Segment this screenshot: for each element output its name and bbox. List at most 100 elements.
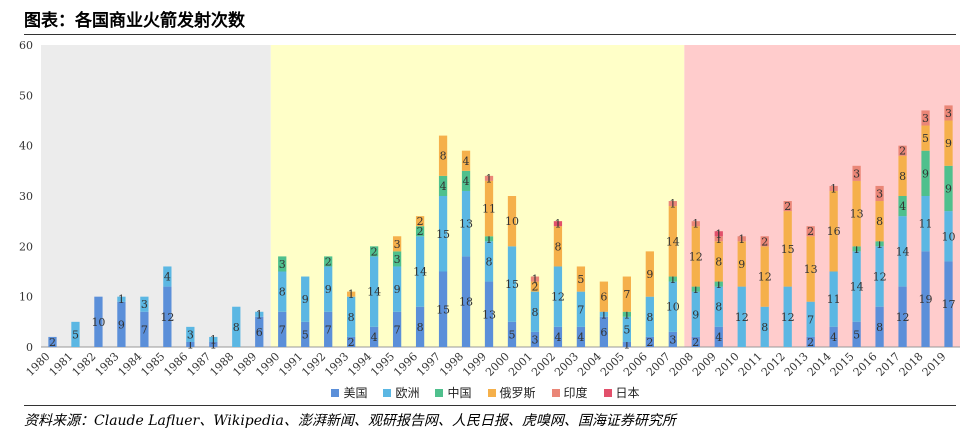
bar-label-2009-美国: 4 xyxy=(715,331,722,344)
bar-1984-欧洲 xyxy=(140,296,149,312)
bar-label-2002-欧洲: 12 xyxy=(551,291,565,304)
bar-2002-日本 xyxy=(553,221,563,227)
bar-label-2000-欧洲: 15 xyxy=(505,278,519,291)
bar-2019-俄罗斯 xyxy=(944,120,953,166)
bar-1984-美国 xyxy=(140,311,149,347)
bar-2001-俄罗斯 xyxy=(530,281,540,292)
bar-label-2004-俄罗斯: 6 xyxy=(600,291,607,304)
x-tick-label: 1981 xyxy=(47,350,76,379)
bar-label-1984-美国: 7 xyxy=(141,323,148,336)
bar-1997-俄罗斯 xyxy=(438,135,448,176)
bar-2006-欧洲 xyxy=(645,296,654,337)
bar-label-2007-欧洲: 10 xyxy=(666,301,680,314)
bar-2000-俄罗斯 xyxy=(507,196,517,247)
bar-2019-欧洲 xyxy=(944,211,953,262)
bar-1991-美国 xyxy=(301,321,310,347)
x-tick-label: 1982 xyxy=(70,350,99,379)
x-tick-label: 2018 xyxy=(897,350,926,379)
period-band-2008 xyxy=(684,45,960,347)
bar-1994-美国 xyxy=(370,326,379,347)
bar-2004-美国 xyxy=(599,316,609,347)
bar-2009-日本 xyxy=(714,231,723,237)
legend-label: 中国 xyxy=(447,386,472,400)
bar-label-2008-欧洲: 9 xyxy=(692,308,699,321)
bar-2001-欧洲 xyxy=(530,291,540,332)
bar-2009-美国 xyxy=(714,326,723,347)
x-tick-label: 2007 xyxy=(644,350,673,379)
bar-2015-欧洲 xyxy=(852,251,861,322)
bar-label-1994-中国: 2 xyxy=(371,245,378,258)
source-note: 资料来源：Claude Lafluer、Wikipedia、澎湃新闻、观研报告网… xyxy=(24,413,676,429)
legend-item: 中国 xyxy=(435,384,472,401)
legend-label: 印度 xyxy=(563,386,588,400)
title-rule xyxy=(24,34,956,35)
bar-1996-俄罗斯 xyxy=(415,216,425,227)
bar-1987-美国 xyxy=(209,341,218,347)
bar-2008-欧洲 xyxy=(691,291,700,337)
bar-label-1990-欧洲: 8 xyxy=(279,286,286,299)
legend-item: 印度 xyxy=(551,384,588,401)
bar-1989-欧洲 xyxy=(255,311,264,317)
bar-label-2003-俄罗斯: 5 xyxy=(577,273,584,286)
bar-1985-美国 xyxy=(163,286,172,347)
bar-1982-美国 xyxy=(94,296,103,347)
bar-2015-俄罗斯 xyxy=(852,180,861,247)
bar-2005-美国 xyxy=(622,341,631,347)
bar-2016-欧洲 xyxy=(875,246,884,307)
bar-label-2014-美国: 4 xyxy=(830,331,837,344)
bar-2001-印度 xyxy=(530,276,540,282)
bar-1999-印度 xyxy=(484,175,494,181)
bar-2012-俄罗斯 xyxy=(783,211,792,287)
bar-2002-俄罗斯 xyxy=(553,226,563,267)
bar-2008-美国 xyxy=(691,336,700,347)
period-band-1990 xyxy=(270,45,685,347)
legend-label: 欧洲 xyxy=(395,386,420,400)
bar-2008-中国 xyxy=(691,286,700,292)
x-tick-label: 1997 xyxy=(414,350,443,379)
bar-1990-欧洲 xyxy=(278,271,287,312)
bar-label-1992-美国: 7 xyxy=(325,323,332,336)
x-tick-label: 1983 xyxy=(93,350,122,379)
bar-label-2001-欧洲: 8 xyxy=(531,306,538,319)
bar-label-1998-欧洲: 13 xyxy=(459,218,473,231)
bar-label-1993-美国: 2 xyxy=(348,336,355,349)
x-tick-label: 2019 xyxy=(920,350,949,379)
bar-label-2016-中国: 1 xyxy=(876,238,883,251)
x-tick-label: 1980 xyxy=(24,350,53,379)
legend-item: 日本 xyxy=(603,384,640,401)
bar-label-2008-中国: 1 xyxy=(692,283,699,296)
y-tick-label: 0 xyxy=(26,341,33,354)
stacked-bar-chart: 0102030405060219805198110198291198373198… xyxy=(19,39,960,379)
bar-1999-俄罗斯 xyxy=(484,180,494,237)
bar-2005-俄罗斯 xyxy=(622,276,631,312)
x-tick-label: 1985 xyxy=(138,350,167,379)
bar-2008-印度 xyxy=(691,221,700,227)
y-tick-label: 40 xyxy=(19,140,33,153)
bar-1980-美国 xyxy=(48,336,57,347)
bar-label-1998-中国: 4 xyxy=(463,175,470,188)
x-tick-label: 2014 xyxy=(805,350,834,379)
bar-2012-欧洲 xyxy=(783,286,792,347)
bar-2007-欧洲 xyxy=(668,281,677,332)
chart-legend: 美国 欧洲 中国 俄罗斯 印度 日本 xyxy=(0,384,971,401)
bar-label-2013-美国: 2 xyxy=(807,336,814,349)
bar-2009-中国 xyxy=(714,281,723,287)
bar-1985-欧洲 xyxy=(163,266,172,287)
bar-label-2000-俄罗斯: 10 xyxy=(505,215,519,228)
bar-label-1985-美国: 12 xyxy=(160,311,174,324)
bar-2003-美国 xyxy=(576,326,586,347)
bar-2013-俄罗斯 xyxy=(806,236,815,302)
bar-1998-俄罗斯 xyxy=(461,150,471,171)
bar-label-2002-俄罗斯: 8 xyxy=(554,240,561,253)
bar-2018-印度 xyxy=(921,110,930,126)
bar-2004-欧洲 xyxy=(599,311,609,317)
bar-label-2017-俄罗斯: 8 xyxy=(899,170,906,183)
bar-1983-美国 xyxy=(117,301,126,347)
source-rule xyxy=(24,405,956,406)
bar-label-1986-欧洲: 3 xyxy=(187,328,194,341)
bar-label-1995-中国: 3 xyxy=(394,253,401,266)
x-tick-label: 2004 xyxy=(575,350,604,379)
bar-label-1995-欧洲: 9 xyxy=(394,283,401,296)
bar-2005-中国 xyxy=(622,311,631,317)
x-tick-label: 2015 xyxy=(828,350,857,379)
